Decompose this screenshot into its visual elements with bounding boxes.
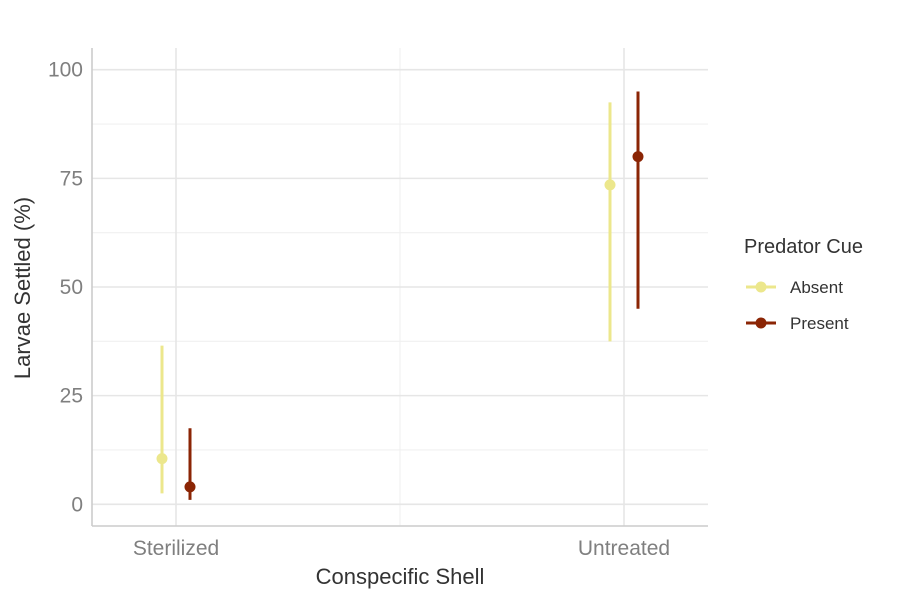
legend-title: Predator Cue: [744, 236, 863, 258]
data-marks: [156, 91, 644, 500]
grid: [92, 48, 708, 526]
x-axis-title: Conspecific Shell: [316, 564, 485, 589]
data-point: [156, 453, 168, 465]
legend-label: Present: [790, 314, 849, 333]
tick-labels: 0 25 50 75 100 Sterilized Untreated: [48, 59, 670, 560]
legend-key-point: [755, 317, 767, 329]
data-point: [632, 151, 644, 163]
y-axis-title: Larvae Settled (%): [10, 197, 35, 379]
legend-key-point: [755, 281, 767, 293]
y-tick-label: 75: [60, 167, 83, 190]
x-tick-label: Untreated: [578, 537, 670, 560]
legend-item: Present: [746, 314, 849, 333]
data-point: [604, 179, 616, 191]
y-tick-label: 50: [60, 276, 83, 299]
legend: Predator Cue Absent Present: [744, 236, 863, 333]
x-tick-label: Sterilized: [133, 537, 219, 560]
data-point: [184, 481, 196, 493]
axes: [91, 48, 708, 527]
y-tick-label: 100: [48, 59, 83, 82]
y-tick-label: 0: [71, 493, 83, 516]
y-tick-label: 25: [60, 385, 83, 408]
legend-label: Absent: [790, 278, 843, 297]
legend-item: Absent: [746, 278, 843, 297]
